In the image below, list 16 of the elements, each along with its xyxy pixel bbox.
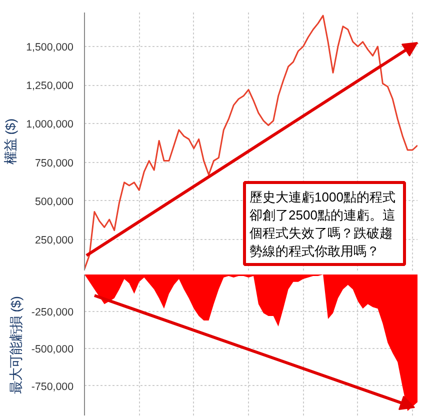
y-tick-label: 1,500,000 [26, 41, 74, 54]
y-tick-label: 750,000 [34, 157, 74, 170]
annotation: 卻創了2500點的連虧。這 [250, 208, 396, 222]
y-tick-label: 1,250,000 [26, 80, 74, 92]
y-tick-label: -250,000 [31, 306, 74, 319]
annotation: 歷史大連虧1000點的程式 [250, 190, 396, 204]
line-series [84, 14, 418, 270]
y-axis-title: 最大可能虧損 ($) [8, 296, 24, 394]
annotation: 勢線的程式你敢用嗎？ [250, 244, 380, 258]
y-tick-label: 250,000 [34, 234, 74, 247]
y-tick-label: -750,000 [31, 380, 74, 393]
annotation: 個程式失效了嗎？跌破趨 [250, 226, 392, 240]
y-tick-label: -500,000 [31, 344, 74, 356]
y-tick-label: 500,000 [34, 196, 74, 208]
y-tick-label: 1,000,000 [26, 118, 74, 131]
y-axis-title: 權益 ($) [3, 118, 18, 164]
